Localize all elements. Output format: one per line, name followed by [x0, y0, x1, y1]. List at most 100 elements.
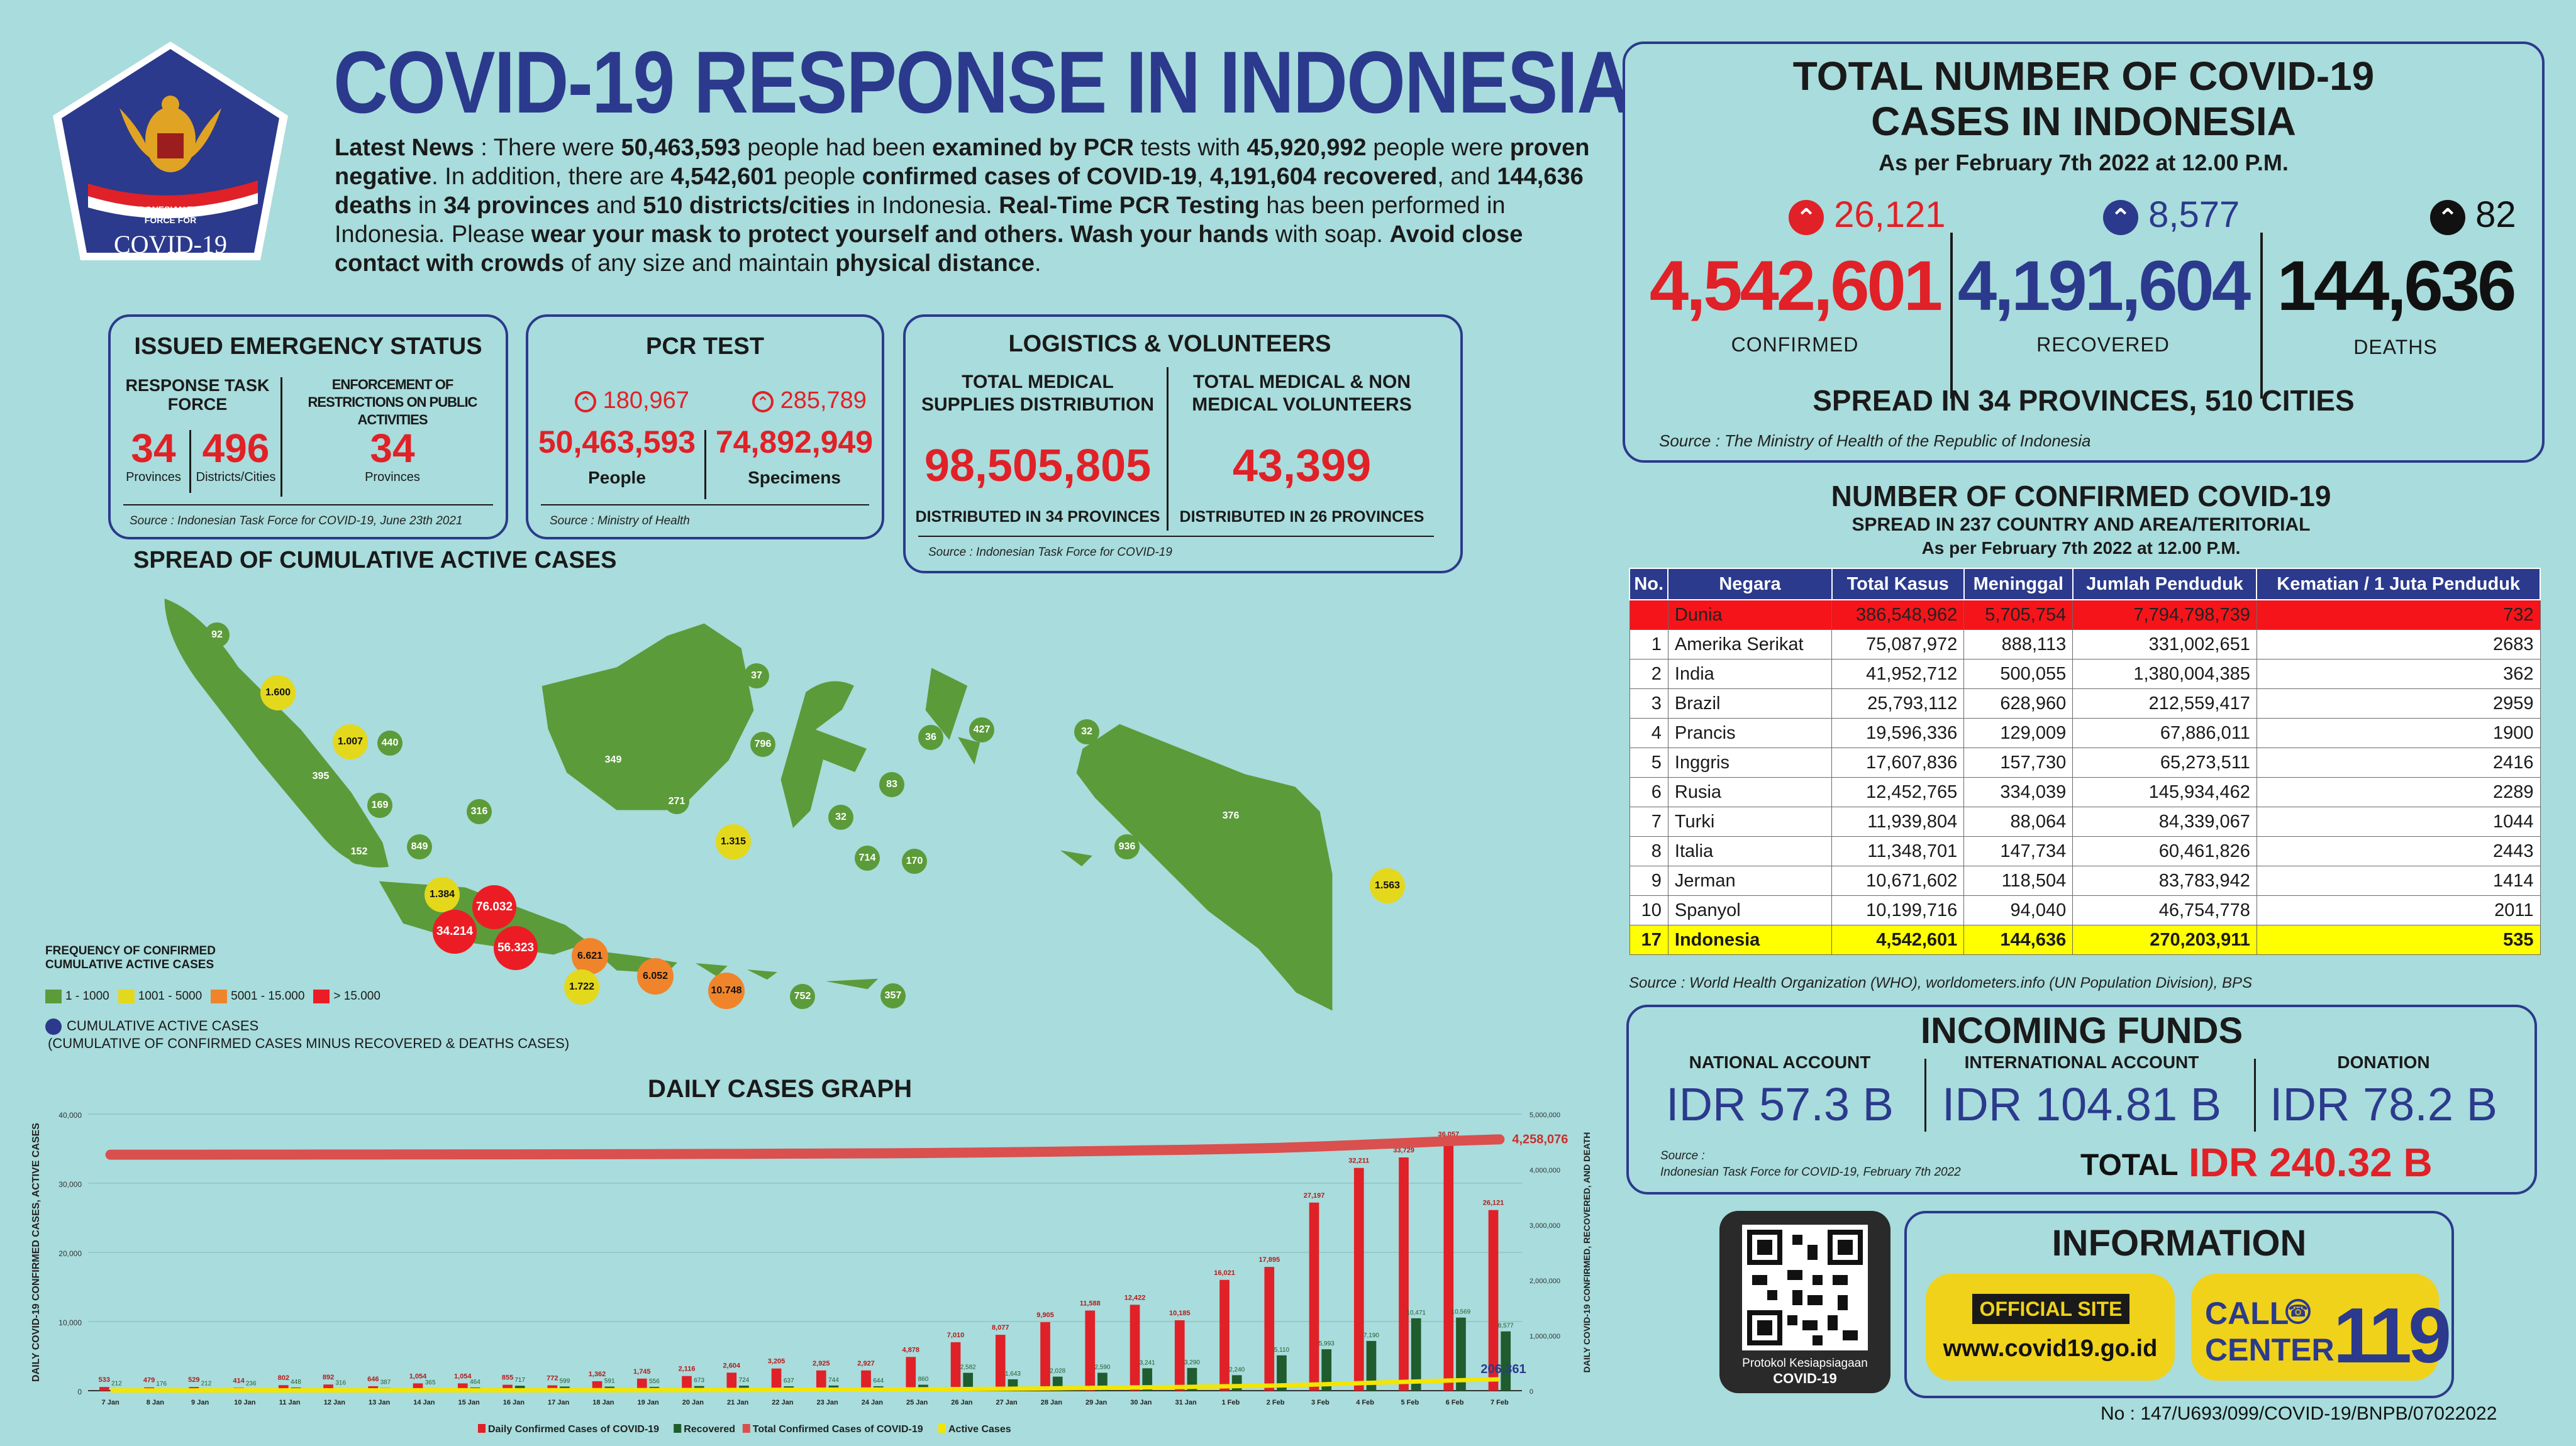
official-site-button[interactable]: OFFICIAL SITE www.covid19.go.id [1926, 1274, 2175, 1381]
table-row: 10 Spanyol 10,199,716 94,040 46,754,778 2011 [1629, 895, 2541, 925]
total-cases-panel: TOTAL NUMBER OF COVID-19 CASES IN INDONE… [1623, 41, 2545, 463]
data-label: 2,116 [679, 1366, 696, 1373]
y-tick-left: 40,000 [58, 1111, 82, 1120]
table-cell: 10,671,602 [1831, 866, 1965, 896]
daily-cases-chart: 0 10,000 20,000 30,000 40,000 0 1,000,000 2,000… [31, 1111, 1592, 1435]
legend-label: Daily Confirmed Cases of COVID-19 [488, 1424, 659, 1435]
x-tick-label: 8 Jan [147, 1399, 164, 1406]
table-cell: 147,734 [1963, 836, 2074, 866]
x-tick-label: 25 Jan [906, 1399, 928, 1406]
data-label: 1,054 [409, 1372, 427, 1380]
table-cell: 2011 [2256, 895, 2541, 925]
table-cell: 1044 [2256, 807, 2541, 837]
table-cell: 6 [1629, 777, 1668, 807]
table-cell: 2443 [2256, 836, 2541, 866]
official-site-url[interactable]: www.covid19.go.id [1943, 1335, 2158, 1362]
call-label1: CALL [2205, 1296, 2289, 1331]
map-bubble: 36 [918, 725, 943, 750]
bar-daily-confirmed [1264, 1267, 1275, 1391]
x-tick-label: 18 Jan [592, 1399, 614, 1406]
x-tick-label: 15 Jan [458, 1399, 480, 1406]
table-cell: 94,040 [1963, 895, 2074, 925]
increase-icon: ⌃ [752, 390, 774, 412]
table-cell: 2416 [2256, 748, 2541, 778]
table-cell: Rusia [1667, 777, 1833, 807]
table-row: Dunia 386,548,962 5,705,754 7,794,798,739 73… [1629, 599, 2541, 630]
table-cell: Brazil [1667, 688, 1833, 719]
map-bubble: 1.600 [260, 675, 296, 710]
call-center-button[interactable]: CALL ☎ CENTER 119 [2191, 1274, 2451, 1381]
table-cell: 10,199,716 [1831, 895, 1965, 925]
call-label2: CENTER [2205, 1332, 2334, 1367]
active-cases-note2: (CUMULATIVE OF CONFIRMED CASES MINUS REC… [48, 1035, 570, 1052]
map-legend: FREQUENCY OF CONFIRMED CUMULATIVE ACTIVE… [45, 944, 216, 972]
table-cell: Italia [1667, 836, 1833, 866]
table-cell: 60,461,826 [2072, 836, 2257, 866]
x-tick-label: 17 Jan [548, 1399, 570, 1406]
map-bubble: 1.563 [1370, 868, 1405, 903]
divider [541, 504, 869, 505]
map-bubble: 752 [790, 984, 815, 1009]
data-label: 556 [649, 1378, 660, 1385]
map-bubble: 83 [879, 772, 904, 797]
bar-recovered [1277, 1355, 1287, 1391]
data-label: 5,993 [1319, 1340, 1335, 1347]
qr-card[interactable]: Protokol Kesiapsiagaan COVID-19 [1719, 1211, 1890, 1393]
pcr-specimen-count: 74,892,949 [715, 424, 874, 460]
qr-line1: Protokol Kesiapsiagaan [1742, 1357, 1868, 1370]
data-label: 27,197 [1304, 1192, 1325, 1200]
national-account-label: NATIONAL ACCOUNT [1689, 1052, 1871, 1072]
map-bubble: 10.748 [708, 973, 745, 1009]
bar-recovered [1142, 1368, 1153, 1391]
y-tick-right: 2,000,000 [1530, 1278, 1560, 1285]
data-label: 448 [291, 1379, 301, 1386]
restriction-provinces-label: Provinces [365, 470, 420, 484]
table-cell: Inggris [1667, 748, 1833, 778]
task-force-logo [50, 39, 291, 265]
x-tick-label: 27 Jan [996, 1399, 1018, 1406]
table-cell: 17,607,836 [1831, 748, 1965, 778]
table-header: No. Negara Total Kasus Meninggal Jumlah Pend… [1628, 568, 2541, 600]
data-label: 860 [918, 1376, 929, 1383]
map-bubble: 395 [308, 764, 333, 789]
emergency-title: ISSUED EMERGENCY STATUS [134, 333, 482, 360]
data-label: 10,471 [1406, 1310, 1426, 1316]
bar-daily-confirmed [682, 1376, 692, 1391]
legend-swatch [742, 1424, 750, 1433]
legend-title2: CUMULATIVE ACTIVE CASES [45, 958, 214, 971]
x-tick-label: 10 Jan [234, 1399, 256, 1406]
international-account-value: IDR 104.81 B [1941, 1078, 2222, 1130]
map-bubble: 376 [1218, 803, 1243, 829]
data-label: 2,590 [1094, 1364, 1110, 1371]
table-row: 2 India 41,952,712 500,055 1,380,004,385 362 [1629, 659, 2541, 689]
data-label: 32,211 [1348, 1157, 1369, 1165]
world-asof: As per February 7th 2022 at 12.00 P.M. [1921, 538, 2241, 558]
pcr-specimen-increase: ⌃ 285,789 [752, 387, 867, 414]
call-center-number[interactable]: 119 [2333, 1293, 2451, 1379]
data-label: 599 [560, 1377, 570, 1384]
districts-count: 496 [202, 426, 270, 471]
map-bubble: 169 [367, 793, 392, 818]
data-label: 724 [739, 1377, 750, 1384]
y-tick-left: 0 [77, 1388, 82, 1396]
divider [1950, 233, 1953, 399]
table-cell: 535 [2256, 925, 2541, 955]
increase-icon: ⌃ [575, 390, 596, 412]
bar-recovered [1411, 1318, 1421, 1391]
data-label: 717 [514, 1377, 525, 1384]
data-label: 646 [367, 1376, 379, 1383]
x-tick-label: 19 Jan [638, 1399, 660, 1406]
funds-total-label: TOTAL [2080, 1149, 2179, 1182]
table-cell: 4 [1629, 718, 1668, 748]
pcr-people-count: 50,463,593 [538, 424, 696, 460]
table-cell: 145,934,462 [2072, 777, 2257, 807]
table-cell: 5,705,754 [1963, 599, 2074, 630]
districts-label: Districts/Cities [196, 470, 276, 484]
total-source: Source : The Ministry of Health of the R… [1659, 431, 2091, 450]
column-header: Kematian / 1 Juta Penduduk [2256, 568, 2541, 600]
table-row: 8 Italia 11,348,701 147,734 60,461,826 2443 [1629, 836, 2541, 866]
pcr-specimen-label: Specimens [748, 468, 841, 487]
divider [1167, 367, 1169, 531]
world-title: NUMBER OF CONFIRMED COVID-19 [1831, 480, 2331, 512]
map-bubble: 357 [880, 983, 906, 1008]
